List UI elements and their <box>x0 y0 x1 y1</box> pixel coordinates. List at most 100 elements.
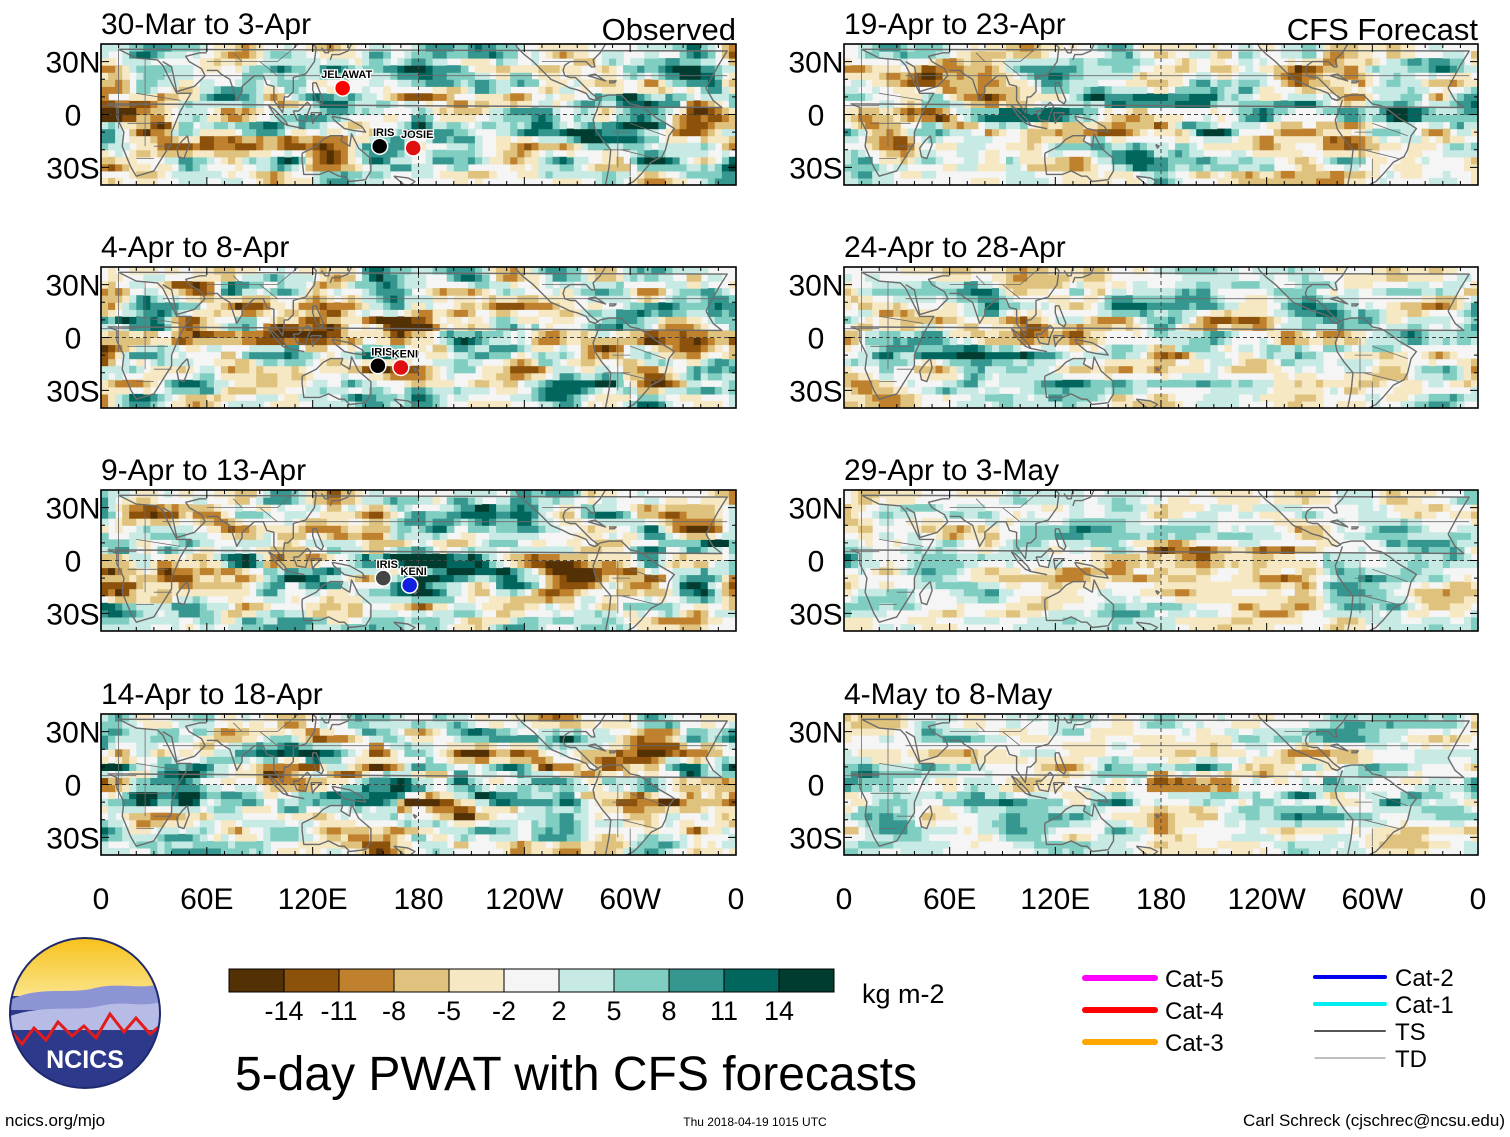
colorbar-swatch <box>668 968 725 993</box>
y-tick-label: 0 <box>808 100 825 133</box>
y-tick-label: 30N <box>788 270 843 303</box>
storm-label: JOSIE <box>401 129 433 141</box>
y-tick-label: 30N <box>45 493 100 526</box>
x-tick-label: 120W <box>1227 883 1306 916</box>
colorbar-label: -8 <box>382 996 406 1026</box>
panel-source-tag: Observed <box>602 12 736 47</box>
storm-label: IRIS <box>373 127 394 139</box>
panel-ticks <box>843 489 1479 632</box>
y-tick-label: 30S <box>46 375 99 408</box>
panel-ticks <box>100 43 737 186</box>
x-tick-label: 120E <box>1020 883 1090 916</box>
panel-period-title: 19-Apr to 23-Apr <box>844 8 1066 41</box>
colorbar-swatch <box>723 968 780 993</box>
colorbar-label: -11 <box>320 996 357 1026</box>
legend-label: Cat-1 <box>1395 992 1454 1019</box>
footer-url: ncics.org/mjo <box>5 1111 105 1130</box>
panel-period-title: 29-Apr to 3-May <box>844 454 1059 487</box>
y-tick-label: 30N <box>788 717 843 750</box>
storm-marker <box>404 139 422 157</box>
colorbar-label: -14 <box>264 996 303 1026</box>
coastlines <box>844 44 1470 185</box>
panel-4: 30N 0 30S 14-Apr to 18-Apr <box>45 678 737 856</box>
y-tick-label: 0 <box>65 100 82 133</box>
y-tick-label: 0 <box>65 546 82 579</box>
y-tick-label: 30S <box>46 152 99 185</box>
x-tick-label: 60W <box>599 883 661 916</box>
panel-ticks <box>100 489 737 632</box>
coastlines <box>844 490 1470 631</box>
x-tick-label: 60W <box>1341 883 1403 916</box>
colorbar-swatch <box>228 968 285 993</box>
panel-period-title: 14-Apr to 18-Apr <box>101 678 323 711</box>
y-tick-label: 0 <box>808 546 825 579</box>
storm-marker <box>333 79 352 97</box>
colorbar-units: kg m-2 <box>862 979 945 1009</box>
ncics-logo: NCICS <box>9 937 161 1089</box>
panel-period-title: 24-Apr to 28-Apr <box>844 231 1066 264</box>
logo-text: NCICS <box>46 1046 124 1074</box>
legend-label: Cat-4 <box>1165 998 1224 1025</box>
panel-ticks <box>100 266 737 409</box>
x-tick-label: 0 <box>728 883 745 916</box>
colorbar-label: -5 <box>437 996 461 1026</box>
x-axis-labels: 0 60E 120E 180 120W 60W 0 0 60E 120E 180 120W 60W 0 <box>93 883 1487 916</box>
y-tick-label: 30S <box>789 375 842 408</box>
panels-group: 30N 0 30S 30-Mar to 3-Apr Observed JELAWAT IRI… <box>45 8 1479 856</box>
panel-7: 30N 0 30S 29-Apr to 3-May <box>788 454 1479 632</box>
y-tick-label: 0 <box>65 323 82 356</box>
x-tick-label: 180 <box>1136 883 1186 916</box>
panel-6: 30N 0 30S 24-Apr to 28-Apr <box>788 231 1479 409</box>
colorbar-swatch <box>503 968 560 993</box>
panel-ticks <box>843 43 1479 186</box>
colorbar-swatch <box>338 968 395 993</box>
colorbar-label: 5 <box>606 996 621 1026</box>
panel-1: 30N 0 30S 30-Mar to 3-Apr Observed JELAWAT IRI… <box>45 8 737 186</box>
y-tick-label: 30N <box>788 493 843 526</box>
x-tick-label: 180 <box>393 883 443 916</box>
x-tick-label: 0 <box>836 883 853 916</box>
colorbar-label: 2 <box>551 996 566 1026</box>
colorbar-swatch <box>448 968 505 993</box>
y-tick-label: 0 <box>808 323 825 356</box>
y-tick-label: 30S <box>789 822 842 855</box>
x-tick-label: 60E <box>180 883 233 916</box>
panel-period-title: 4-Apr to 8-Apr <box>101 231 289 264</box>
panel-period-title: 30-Mar to 3-Apr <box>101 8 311 41</box>
colorbar-swatch <box>558 968 615 993</box>
legend-label: Cat-3 <box>1165 1030 1224 1057</box>
y-tick-label: 30S <box>789 598 842 631</box>
y-tick-label: 30S <box>789 152 842 185</box>
panel-8: 30N 0 30S 4-May to 8-May <box>788 678 1479 856</box>
colorbar-swatch <box>283 968 340 993</box>
legend-label: Cat-2 <box>1395 965 1454 992</box>
panel-source-tag: CFS Forecast <box>1287 12 1479 47</box>
y-tick-label: 0 <box>65 770 82 803</box>
coastlines <box>844 714 1470 855</box>
x-tick-label: 60E <box>923 883 976 916</box>
y-tick-label: 30S <box>46 598 99 631</box>
panel-ticks <box>843 713 1479 856</box>
storm-marker <box>370 137 389 155</box>
storm-marker <box>374 569 392 587</box>
panel-ticks <box>100 713 737 856</box>
storm-marker <box>400 576 419 594</box>
panel-ticks <box>843 266 1479 409</box>
colorbar-label: 11 <box>710 996 738 1026</box>
y-tick-label: 30S <box>46 822 99 855</box>
panel-2: 30N 0 30S 4-Apr to 8-Apr IRIS KENI <box>45 231 737 409</box>
footer-author: Carl Schreck (cjschrec@ncsu.edu) <box>1243 1111 1505 1130</box>
colorbar-swatch <box>778 968 835 993</box>
storm-label: IRIS <box>377 559 398 571</box>
coastlines <box>101 44 728 185</box>
storm-label: IRIS <box>371 347 392 359</box>
y-tick-label: 30N <box>45 717 100 750</box>
colorbar-swatch <box>613 968 670 993</box>
y-tick-label: 30N <box>45 47 100 80</box>
storm-label: KENI <box>392 348 418 360</box>
x-tick-label: 0 <box>93 883 110 916</box>
coastlines <box>101 714 728 855</box>
x-tick-label: 0 <box>1470 883 1487 916</box>
